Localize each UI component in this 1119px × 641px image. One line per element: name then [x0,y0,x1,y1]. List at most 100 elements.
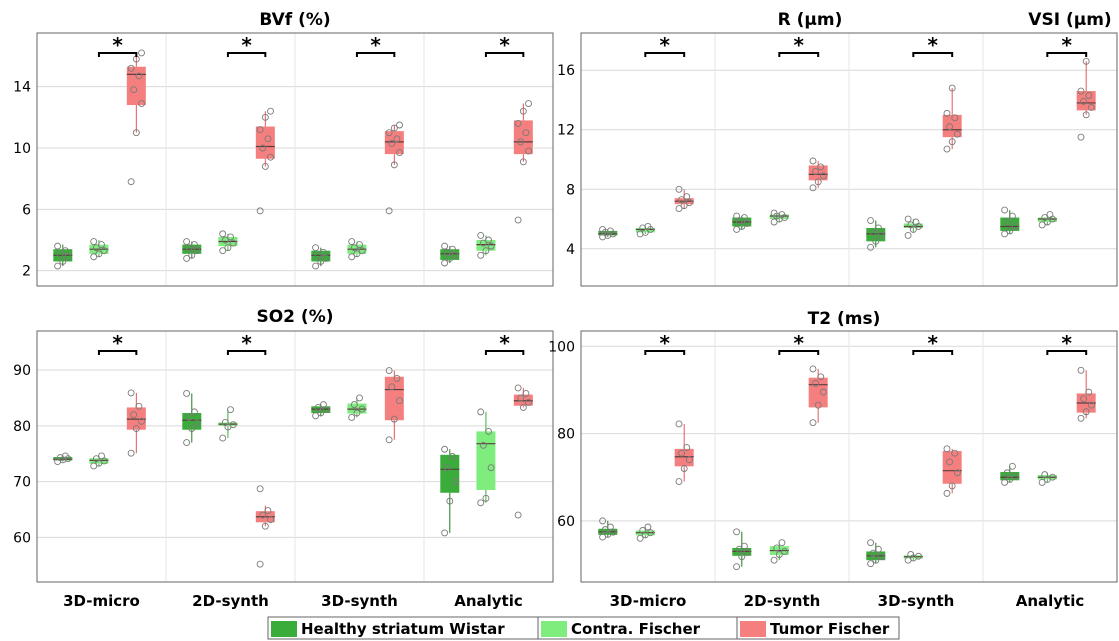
x-category-label: Analytic [454,592,523,610]
data-point [951,449,959,457]
box-tumor-analytic [513,384,533,519]
data-point [606,227,614,235]
data-point [482,247,490,255]
y-tick-label: 80 [13,419,31,435]
y-tick-label: 8 [566,182,575,198]
data-point [874,545,882,553]
box-tumor-3d-micro [126,49,146,186]
data-point [647,529,654,537]
box-contra-3d-micro [635,523,655,542]
panel-title: R (µm) [778,10,843,30]
box-tumor-2d-synth [255,485,275,568]
significance-bracket [644,350,686,355]
data-point [636,230,644,238]
box-contra-2d-synth [769,539,789,564]
data-point [904,231,912,239]
data-point [1085,388,1093,396]
data-point [869,549,877,557]
data-point [267,516,274,523]
data-point [1011,223,1019,230]
data-point [636,534,644,542]
data-point [522,129,530,137]
box-contra-3d-synth [903,551,923,564]
data-point [951,114,959,122]
legend-swatch [541,621,567,637]
data-point [219,230,227,238]
data-point [1041,214,1049,221]
data-point [517,138,525,146]
data-point [224,244,232,252]
data-point [264,135,272,143]
legend-item-tumor: Tumor Fischer [736,616,900,640]
data-point [1011,472,1019,480]
data-point [778,211,786,219]
box-tumor-3d-synth [942,84,962,153]
data-point [64,253,72,261]
y-tick-label: 80 [557,427,575,443]
data-point [477,499,485,507]
data-point [514,384,522,392]
data-point [322,254,330,262]
significance-bracket [912,350,954,355]
data-point [485,236,492,244]
data-point [1085,92,1093,99]
data-point [393,374,401,382]
data-point [1077,133,1085,141]
data-point [872,556,880,564]
y-tick-label: 12 [557,123,575,139]
data-point [256,126,264,134]
data-point [390,161,398,169]
data-point [477,231,485,239]
data-point [817,373,825,381]
box-healthy-2d-synth [182,238,202,262]
data-point [1006,227,1014,235]
significance-bracket [484,350,525,355]
data-point [948,84,956,92]
box-tumor-2d-synth [808,365,828,427]
data-point [183,390,191,397]
data-point [675,478,683,486]
data-point [599,517,607,525]
data-point [943,445,951,453]
data-point [1038,221,1046,229]
data-point [92,455,100,463]
data-point [743,220,751,227]
data-point [948,138,956,146]
data-point [443,248,451,256]
box-body [476,240,496,251]
data-point [267,107,274,115]
data-point [138,417,145,425]
box-body [440,249,460,260]
data-point [1003,218,1011,226]
box-body [126,66,146,106]
data-point [185,414,193,421]
data-point [877,553,885,561]
significance-bracket [778,52,820,57]
data-point [443,464,451,472]
data-point [259,144,267,152]
data-point [132,129,140,137]
data-point [477,251,485,259]
data-point [877,231,885,239]
box-contra-3d-micro [89,452,109,470]
box-healthy-analytic [1000,462,1020,486]
data-point [743,548,751,556]
box-tumor-3d-synth [384,367,404,444]
panel-title-secondary: VSI (µm) [1028,10,1111,30]
significance-star: * [794,331,805,355]
significance-bracket [912,52,954,57]
box-body [182,412,202,430]
data-point [867,243,875,251]
significance-star: * [928,33,939,57]
data-point [519,158,527,166]
data-point [396,397,403,405]
data-point [943,109,951,117]
data-point [56,250,64,258]
data-point [312,244,320,252]
data-point [90,238,98,245]
box-tumor-2d-synth [808,157,828,192]
data-point [733,528,741,536]
significance-bracket [355,52,396,57]
significance-star: * [241,33,252,57]
data-point [388,139,396,147]
